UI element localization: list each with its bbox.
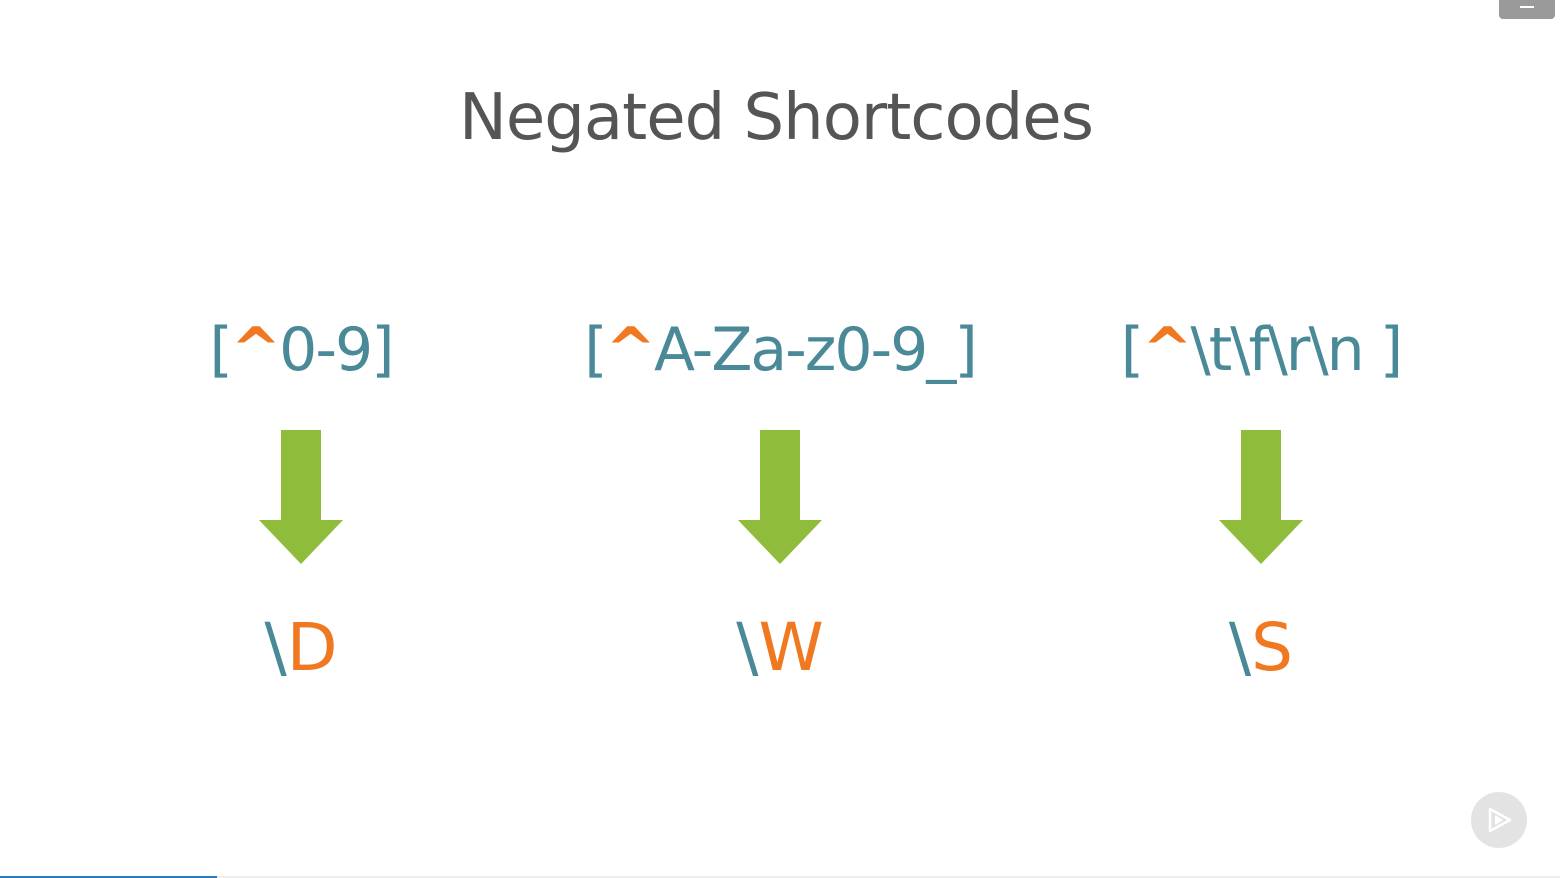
- shortcode-slash: \: [264, 609, 287, 686]
- shortcode: \S: [1001, 608, 1521, 688]
- progress-bar[interactable]: [0, 876, 1560, 878]
- regex-open-bracket: [: [584, 315, 607, 385]
- column-digit: [^0-9] \D: [41, 310, 561, 688]
- column-space: [^\t\f\r\n ] \S: [1001, 310, 1521, 688]
- regex-open-bracket: [: [1120, 315, 1144, 385]
- regex-range: A-Za-z0-9_]: [653, 315, 978, 385]
- progress-bar-fill: [0, 876, 217, 878]
- down-arrow-icon: [259, 430, 343, 564]
- player-menu-button[interactable]: [1499, 0, 1555, 19]
- regex-range: \t\f\r\n ]: [1190, 315, 1404, 385]
- down-arrow-icon: [1219, 430, 1303, 564]
- shortcode: \W: [520, 608, 1040, 688]
- regex-caret: ^: [605, 315, 656, 385]
- shortcode-slash: \: [1228, 609, 1252, 686]
- shortcode-letter: D: [286, 609, 338, 686]
- shortcode-slash: \: [736, 609, 759, 686]
- down-arrow-icon: [738, 430, 822, 564]
- regex-open-bracket: [: [209, 315, 232, 385]
- play-logo-icon: [1488, 807, 1512, 833]
- regex-expression: [^\t\f\r\n ]: [1001, 310, 1521, 390]
- slide-title: Negated Shortcodes: [459, 81, 1094, 155]
- shortcode-letter: S: [1251, 609, 1294, 686]
- hamburger-icon: [1520, 5, 1534, 8]
- shortcode-letter: W: [758, 609, 824, 686]
- regex-caret: ^: [1142, 315, 1192, 385]
- regex-expression: [^0-9]: [41, 310, 561, 390]
- shortcode: \D: [41, 608, 561, 688]
- regex-range: 0-9]: [279, 315, 394, 385]
- play-logo-button[interactable]: [1471, 792, 1527, 848]
- column-word: [^A-Za-z0-9_] \W: [520, 310, 1040, 688]
- regex-expression: [^A-Za-z0-9_]: [520, 310, 1040, 390]
- regex-caret: ^: [230, 315, 281, 385]
